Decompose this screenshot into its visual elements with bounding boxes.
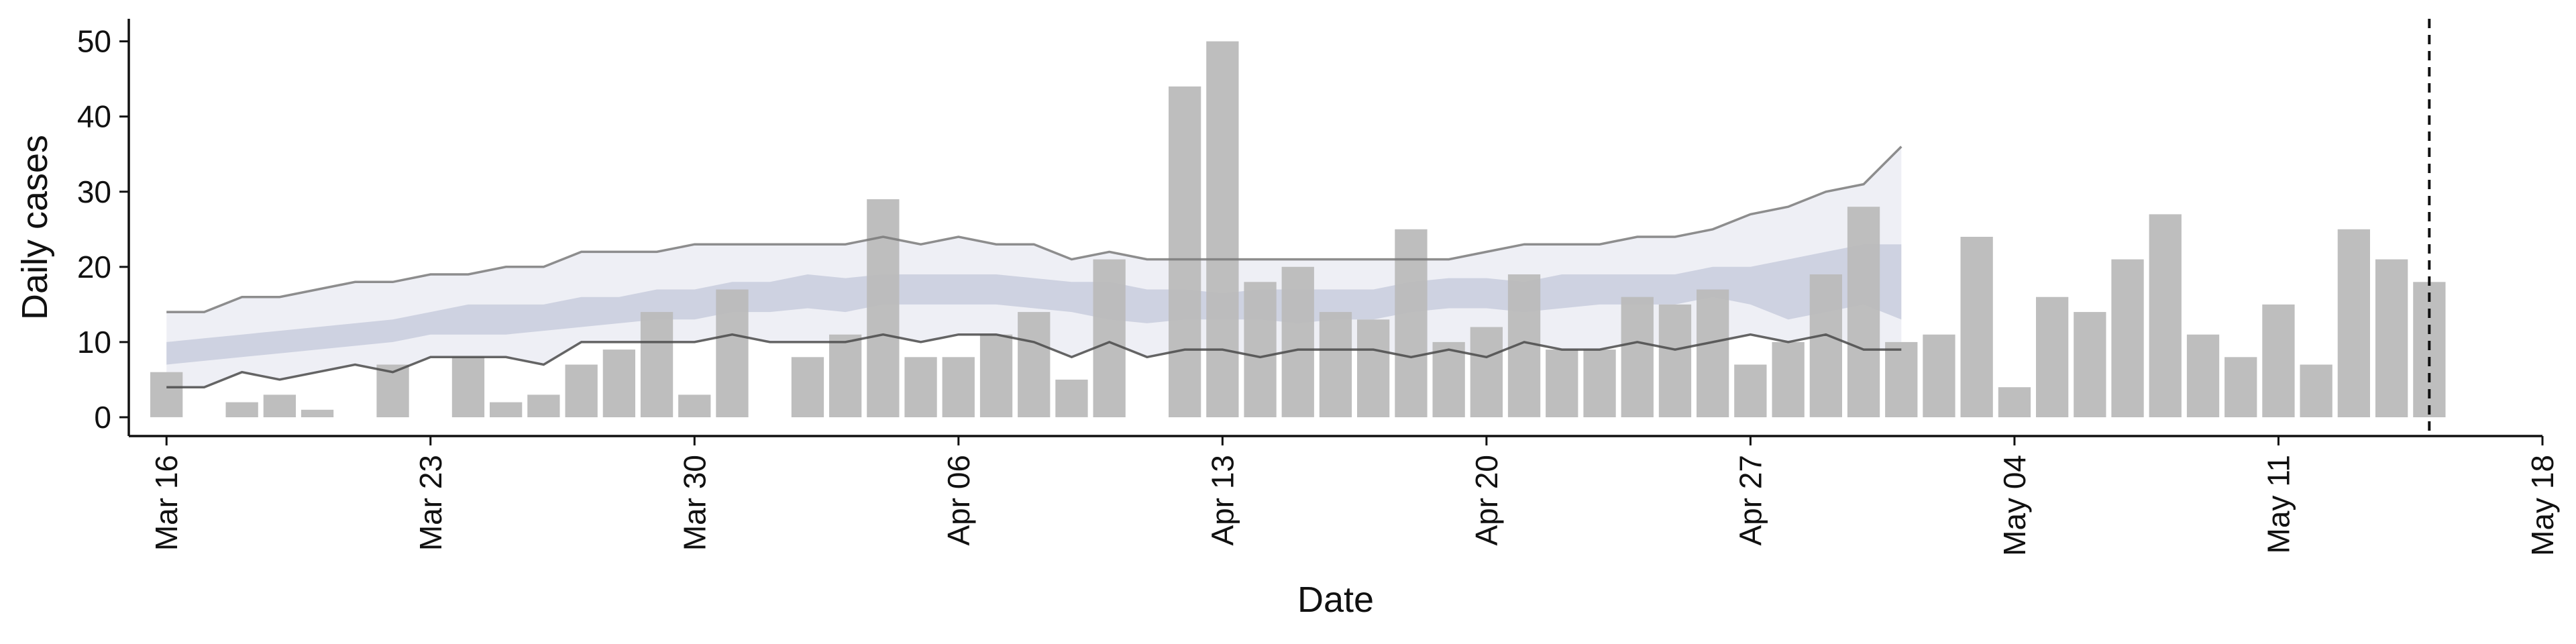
bar-daily-cases	[1658, 304, 1692, 417]
bar-daily-cases	[150, 372, 183, 417]
bar-daily-cases	[490, 402, 523, 417]
y-tick-label: 50	[77, 24, 111, 59]
bar-daily-cases	[942, 357, 975, 417]
bar-daily-cases	[678, 394, 711, 417]
y-tick-label: 10	[77, 325, 111, 360]
lower-bound-line	[166, 333, 1902, 388]
bar-daily-cases	[2375, 259, 2408, 417]
bar-daily-cases	[2149, 214, 2182, 417]
bar-daily-cases	[791, 357, 824, 417]
bar-daily-cases	[867, 199, 900, 417]
bar-daily-cases	[2036, 297, 2069, 417]
bar-daily-cases	[1847, 207, 1880, 417]
axes-layer: 0 10 20 30 40 50 Mar 16 Mar 23 Mar 30 Apr 06 Apr 1…	[77, 19, 2560, 556]
x-tick-label: Mar 23	[413, 455, 448, 551]
bar-daily-cases	[451, 357, 485, 417]
bar-daily-cases	[1357, 319, 1390, 417]
bar-daily-cases	[1697, 289, 1729, 417]
bar-daily-cases	[1432, 341, 1465, 417]
bar-daily-cases	[1093, 259, 1126, 417]
bar-daily-cases	[1470, 327, 1503, 417]
bar-daily-cases	[2074, 312, 2106, 417]
bar-daily-cases	[2111, 259, 2144, 417]
bar-daily-cases	[1772, 341, 1805, 417]
bar-daily-cases	[1960, 237, 1993, 417]
bars-layer	[150, 41, 2446, 418]
bar-daily-cases	[2224, 357, 2257, 417]
x-tick-label: Apr 06	[941, 455, 976, 546]
x-tick-label: May 04	[1997, 455, 2032, 556]
bar-daily-cases	[1395, 229, 1428, 417]
bar-daily-cases	[904, 357, 937, 417]
bar-daily-cases	[2300, 364, 2332, 417]
x-tick-label: Apr 20	[1469, 455, 1504, 546]
bar-daily-cases	[1621, 297, 1654, 417]
x-tick-label: May 11	[2261, 455, 2296, 553]
x-tick-label: Apr 13	[1205, 455, 1240, 546]
bar-daily-cases	[527, 394, 560, 417]
bar-daily-cases	[1583, 350, 1616, 417]
x-tick-label: Mar 30	[677, 455, 712, 551]
x-tick-label: Apr 27	[1733, 455, 1768, 546]
bar-daily-cases	[301, 409, 334, 417]
bar-daily-cases	[979, 334, 1013, 417]
bar-daily-cases	[1055, 379, 1088, 417]
outer-uncertainty-band-layer	[166, 146, 1902, 388]
bar-daily-cases	[263, 394, 296, 417]
bar-daily-cases	[1319, 312, 1352, 417]
y-tick-label: 40	[77, 99, 111, 134]
outer-uncertainty-band	[166, 146, 1902, 388]
x-axis-label: Date	[1297, 580, 1374, 620]
bar-daily-cases	[565, 364, 598, 417]
bound-lines-layer	[166, 146, 1902, 388]
bar-daily-cases	[225, 402, 258, 417]
y-tick-label: 30	[77, 174, 111, 209]
bar-daily-cases	[640, 312, 674, 417]
bar-daily-cases	[1885, 341, 1918, 417]
y-tick-label: 0	[94, 400, 111, 435]
upper-bound-line	[166, 146, 1902, 313]
bar-daily-cases	[602, 350, 635, 417]
bar-daily-cases	[1018, 312, 1051, 417]
x-tick-label: May 18	[2525, 455, 2560, 556]
bar-daily-cases	[829, 334, 862, 417]
inner-uncertainty-band-layer	[166, 244, 1902, 365]
bar-daily-cases	[376, 364, 409, 417]
bar-daily-cases	[1206, 41, 1239, 418]
x-tick-label: Mar 16	[149, 455, 184, 551]
bar-daily-cases	[2262, 304, 2295, 417]
bar-daily-cases	[1923, 334, 1955, 417]
y-tick-label: 20	[77, 250, 111, 284]
bar-daily-cases	[1169, 86, 1201, 417]
bar-daily-cases	[716, 289, 749, 417]
bar-daily-cases	[1998, 387, 2031, 417]
y-axis-label: Daily cases	[15, 135, 55, 320]
inner-uncertainty-band	[166, 244, 1902, 365]
bar-daily-cases	[1809, 274, 1842, 417]
bar-daily-cases	[1281, 266, 1314, 417]
bar-daily-cases	[1546, 350, 1578, 417]
bar-daily-cases	[2337, 229, 2370, 417]
bar-daily-cases	[2186, 334, 2220, 417]
bar-daily-cases	[1734, 364, 1767, 417]
bar-daily-cases	[1244, 282, 1277, 417]
